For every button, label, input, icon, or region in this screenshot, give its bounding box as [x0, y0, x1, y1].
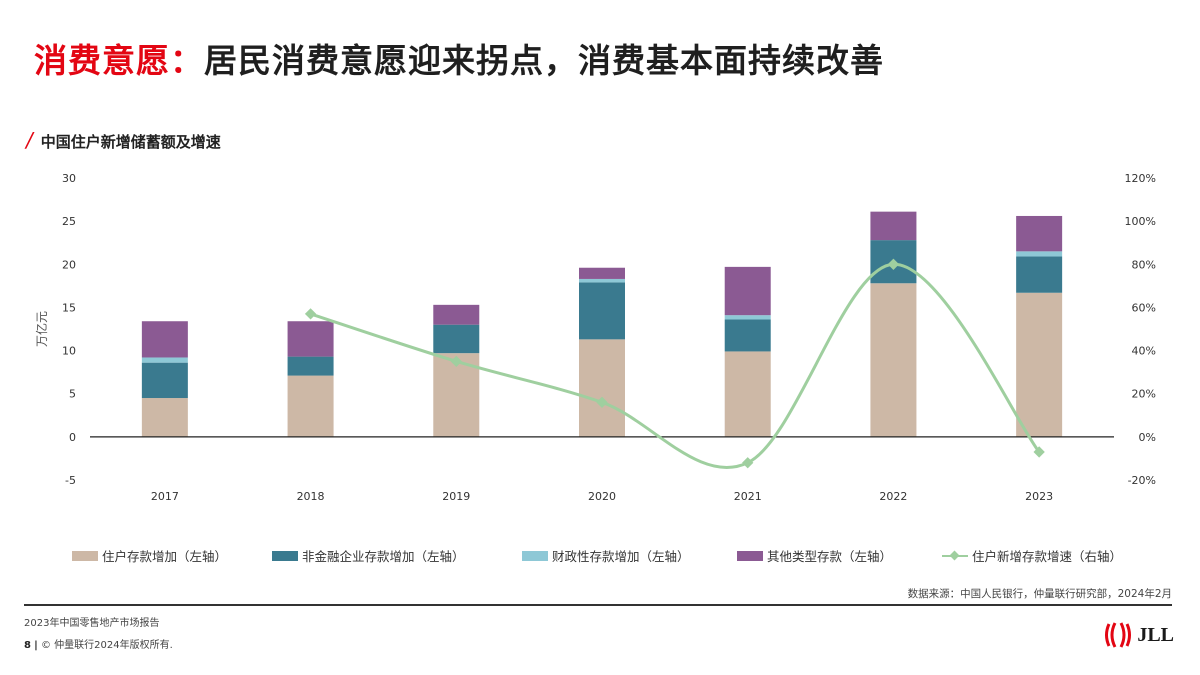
bar-segment — [579, 267, 625, 279]
y-tick-label: 25 — [62, 215, 76, 228]
x-tick-label: 2021 — [734, 490, 762, 503]
bar-segment — [141, 357, 188, 363]
y-tick-label: 5 — [69, 388, 76, 401]
legend-label: 财政性存款增加（左轴） — [552, 549, 690, 564]
bar-segment — [1016, 292, 1063, 437]
bar-segment — [870, 211, 917, 241]
growth-point — [596, 396, 608, 408]
y2-tick-label: 60% — [1132, 301, 1156, 314]
growth-point — [304, 308, 317, 320]
growth-point — [450, 355, 462, 368]
y2-tick-label: 80% — [1132, 258, 1156, 271]
y2-tick-label: 100% — [1125, 215, 1156, 228]
y-tick-label: -5 — [65, 474, 76, 487]
growth-point — [1033, 446, 1045, 458]
x-tick-label: 2019 — [442, 490, 470, 503]
legend-swatch — [72, 550, 98, 561]
y-axis-label: 万亿元 — [34, 311, 49, 347]
bar-segment — [287, 321, 334, 357]
bar-segment — [579, 278, 625, 283]
copyright-text: © 仲量联行2024年版权所有. — [41, 640, 173, 651]
legend-label: 住户存款增加（左轴） — [102, 549, 228, 564]
jll-logo: JLL — [1103, 620, 1174, 650]
bar-segment — [141, 398, 188, 437]
chart-subtitle: / 中国住户新增储蓄额及增速 — [26, 128, 221, 152]
y2-tick-label: 20% — [1132, 388, 1156, 401]
bar-segment — [287, 375, 334, 437]
bar-segment — [287, 356, 334, 376]
bar-segment — [1016, 215, 1063, 252]
bar-segment — [870, 283, 917, 437]
legend-swatch — [942, 551, 968, 561]
bar-segment — [433, 304, 480, 325]
chart-subtitle-text: 中国住户新增储蓄额及增速 — [40, 133, 221, 151]
bar-segment — [724, 319, 771, 352]
footer-copyright-line: 8 | © 仲量联行2024年版权所有. — [24, 640, 173, 651]
footer-divider — [24, 604, 1172, 606]
bar-segment — [1016, 251, 1063, 257]
jll-logo-text: JLL — [1137, 623, 1174, 646]
slash-icon: / — [26, 128, 33, 152]
bar-segment — [724, 315, 771, 320]
savings-chart: -5 0 5 10 15 20 25 30 -20% 0% 20% 40% 60% 80% 100% 120%… — [34, 172, 1156, 503]
y2-tick-label: 0% — [1139, 431, 1156, 444]
headline-accent: 消费意愿： — [34, 41, 204, 80]
y-tick-label: 15 — [62, 301, 76, 314]
bar-segment — [579, 282, 625, 340]
footer-report-title: 2023年中国零售地产市场报告 — [24, 618, 160, 629]
bar-segment — [141, 321, 188, 358]
y2-tick-label: -20% — [1128, 474, 1156, 487]
bar-segment — [579, 339, 625, 437]
growth-point — [742, 457, 754, 469]
legend-item: 住户存款增加（左轴） — [72, 546, 227, 565]
y-tick-label: 0 — [69, 431, 76, 444]
legend-swatch — [737, 550, 763, 561]
bar-segment — [433, 324, 480, 354]
y-tick-label: 30 — [62, 172, 76, 185]
x-tick-label: 2020 — [588, 490, 616, 503]
y-tick-label: 10 — [62, 345, 76, 358]
y2-tick-label: 40% — [1132, 345, 1156, 358]
x-tick-label: 2023 — [1025, 490, 1053, 503]
bar-segment — [724, 266, 771, 316]
x-tick-label: 2022 — [879, 490, 907, 503]
page-number: 8 — [24, 640, 31, 651]
chart-legend: 住户存款增加（左轴） 非金融企业存款增加（左轴） 财政性存款增加（左轴） 其他类型存款… — [72, 546, 1172, 566]
jll-logo-mark-icon — [1105, 622, 1132, 648]
bar-segment — [141, 362, 188, 399]
legend-swatch — [272, 550, 298, 561]
headline-rest: 居民消费意愿迎来拐点，消费基本面持续改善 — [204, 41, 884, 80]
x-tick-label: 2018 — [297, 490, 325, 503]
data-source: 数据来源：中国人民银行，仲量联行研究部，2024年2月 — [907, 588, 1172, 600]
legend-item: 其他类型存款（左轴） — [737, 546, 892, 565]
bar-segment — [1016, 256, 1063, 293]
legend-label: 非金融企业存款增加（左轴） — [302, 549, 465, 564]
legend-swatch — [522, 550, 548, 561]
page-headline: 消费意愿：居民消费意愿迎来拐点，消费基本面持续改善 — [34, 34, 884, 82]
y2-tick-label: 120% — [1125, 172, 1156, 185]
y-tick-label: 20 — [62, 258, 76, 271]
legend-label: 住户新增存款增速（右轴） — [972, 549, 1123, 564]
legend-item: 住户新增存款增速（右轴） — [942, 546, 1122, 565]
x-tick-label: 2017 — [151, 490, 179, 503]
legend-label: 其他类型存款（左轴） — [767, 549, 893, 564]
legend-item: 财政性存款增加（左轴） — [522, 546, 690, 565]
bar-segment — [724, 351, 771, 437]
legend-item: 非金融企业存款增加（左轴） — [272, 546, 465, 565]
